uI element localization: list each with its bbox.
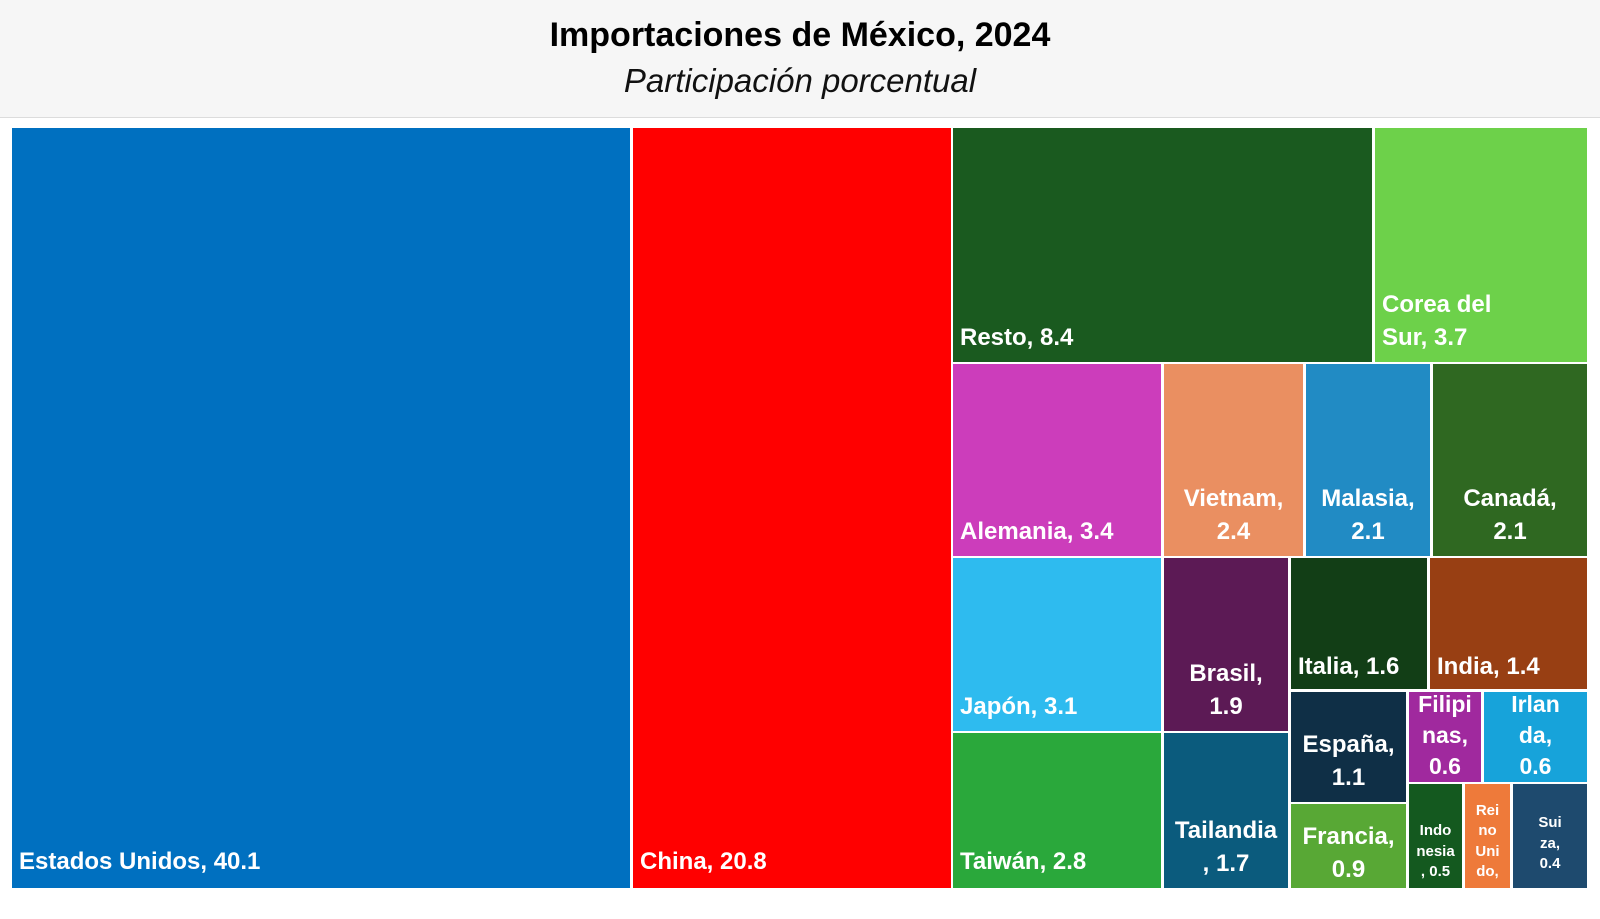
treemap-tile-estados-unidos: Estados Unidos, 40.1 [12,128,630,888]
treemap-tile-tailandia: Tailandia , 1.7 [1164,733,1288,888]
chart-header: Importaciones de México, 2024 Participac… [0,0,1600,116]
chart-title: Importaciones de México, 2024 [549,16,1051,54]
treemap-tile-malasia: Malasia, 2.1 [1306,364,1430,556]
treemap-label: Taiwán, 2.8 [960,847,1087,875]
treemap-label: Indo nesia , 0.5 [1416,822,1455,880]
treemap-tile-taiwan: Taiwán, 2.8 [953,733,1161,888]
treemap-tile-vietnam: Vietnam, 2.4 [1164,364,1303,556]
treemap-label: Francia, 0.9 [1302,823,1395,883]
treemap-label: Vietnam, 2.4 [1183,485,1284,545]
treemap-label: Tailandia , 1.7 [1174,817,1278,877]
treemap-tile-india: India, 1.4 [1430,558,1587,689]
treemap-tile-canada: Canadá, 2.1 [1433,364,1587,556]
treemap-tile-indonesia: Indo nesia , 0.5 [1409,784,1462,888]
treemap-label: España, 1.1 [1302,731,1395,791]
treemap-tile-espana: España, 1.1 [1291,692,1406,802]
treemap-label: Japón, 3.1 [960,692,1078,720]
treemap-label: Alemania, 3.4 [960,517,1114,545]
treemap-label: Italia, 1.6 [1298,652,1400,680]
treemap-label: Brasil, 1.9 [1189,660,1263,720]
treemap-label: Sui za, 0.4 [1538,814,1562,872]
treemap-tile-alemania: Alemania, 3.4 [953,364,1161,556]
treemap-label: Estados Unidos, 40.1 [19,847,261,875]
treemap-label: Resto, 8.4 [960,323,1074,351]
treemap-tile-china: China, 20.8 [633,128,951,888]
treemap-tile-irlanda: Irlan da, 0.6 [1484,692,1587,782]
treemap-tile-japon: Japón, 3.1 [953,558,1161,731]
treemap-tile-corea-del-sur: Corea del Sur, 3.7 [1375,128,1587,362]
treemap-label: Canadá, 2.1 [1463,485,1557,545]
treemap-label: Corea del Sur, 3.7 [1382,291,1492,351]
treemap-label: India, 1.4 [1437,652,1540,680]
treemap-tile-suiza: Sui za, 0.4 [1513,784,1587,888]
treemap-tile-reino-unido: Rei no Uni do, [1465,784,1510,888]
chart-subtitle: Participación porcentual [623,62,977,99]
treemap-tile-filipinas: Filipi nas, 0.6 [1409,692,1481,782]
treemap-label: Filipi nas, 0.6 [1418,692,1472,779]
treemap-plot: Estados Unidos, 40.1 China, 20.8 Resto, 8.… [0,117,1600,919]
treemap-tile-francia: Francia, 0.9 [1291,804,1406,888]
treemap-tile-brasil: Brasil, 1.9 [1164,558,1288,731]
treemap-tile-italia: Italia, 1.6 [1291,558,1427,689]
treemap-label: China, 20.8 [640,847,767,875]
treemap-tile-resto: Resto, 8.4 [953,128,1372,362]
treemap-label: Malasia, 2.1 [1321,485,1415,545]
treemap-label: Rei no Uni do, [1475,802,1500,880]
treemap-label: Irlan da, 0.6 [1511,692,1560,779]
